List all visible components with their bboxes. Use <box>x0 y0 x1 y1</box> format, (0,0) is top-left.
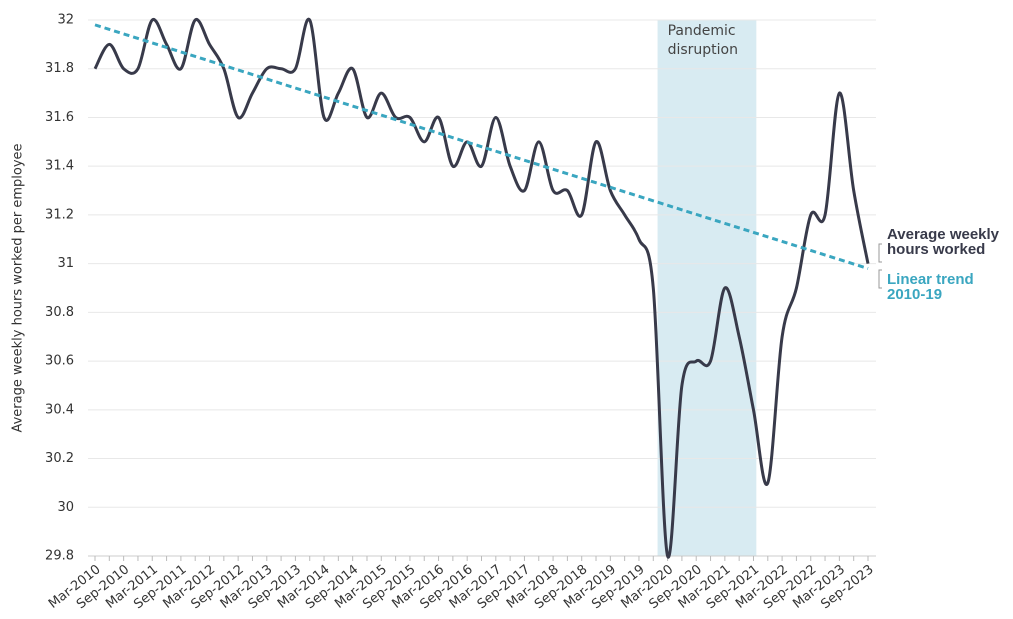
y-tick-label: 32 <box>57 13 74 28</box>
trend-line <box>94 23 869 270</box>
y-axis-title: Average weekly hours worked per employee <box>11 143 26 432</box>
y-tick-label: 30.6 <box>45 354 74 369</box>
y-tick-label: 31.2 <box>45 207 74 222</box>
y-tick-label: 30.4 <box>45 402 74 417</box>
y-tick-label: 30.2 <box>45 451 74 466</box>
series-line <box>93 17 870 559</box>
y-tick-label: 29.8 <box>45 549 74 564</box>
y-tick-label: 31.6 <box>45 110 74 125</box>
y-tick-label: 31.4 <box>45 159 74 174</box>
legend-series: Average weekly hours worked <box>887 226 1000 258</box>
region <box>657 20 757 556</box>
y-tick-label: 30 <box>57 500 74 515</box>
y-tick-label: 30.8 <box>45 305 74 320</box>
region-label: Pandemic disruption <box>667 23 738 58</box>
y-tick-label: 31 <box>57 256 74 271</box>
legend-trend: Linear trend 2010-19 <box>887 271 974 303</box>
y-tick-label: 31.8 <box>45 61 74 76</box>
legend-bracket <box>878 243 882 289</box>
